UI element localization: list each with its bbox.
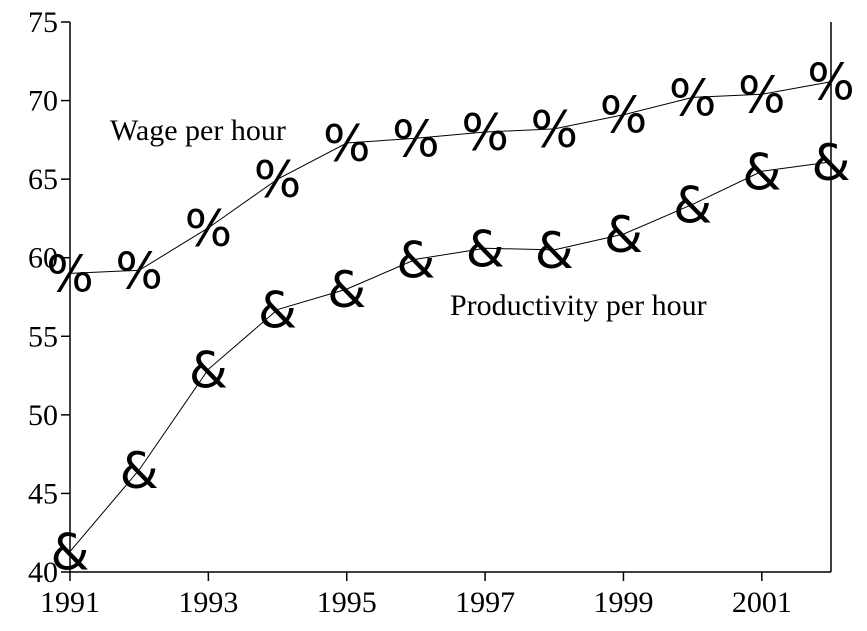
marker: % (531, 101, 579, 159)
x-tick-label: 1991 (40, 586, 100, 619)
x-tick-label: 2001 (732, 586, 792, 619)
marker: % (669, 69, 717, 127)
series-label: Wage per hour (110, 114, 286, 147)
y-tick-label: 45 (28, 477, 58, 510)
y-tick-label: 65 (28, 163, 58, 196)
series-line (69, 81, 832, 274)
marker: % (115, 242, 163, 300)
x-tick-label: 1997 (455, 586, 515, 619)
marker: & (535, 222, 574, 280)
marker: % (254, 151, 302, 209)
marker: % (600, 87, 648, 145)
marker: % (392, 110, 440, 168)
series-label: Productivity per hour (450, 289, 707, 322)
marker: & (742, 143, 781, 201)
marker: & (396, 231, 435, 289)
y-tick-label: 70 (28, 85, 58, 118)
series-line (69, 161, 832, 552)
y-tick-label: 40 (28, 556, 58, 589)
marker: % (461, 104, 509, 162)
x-tick-label: 1999 (593, 586, 653, 619)
y-tick-label: 60 (28, 242, 58, 275)
y-tick-label: 50 (28, 399, 58, 432)
marker: & (120, 442, 159, 500)
marker: % (738, 66, 786, 124)
marker: % (323, 115, 371, 173)
marker: & (604, 206, 643, 264)
marker: % (185, 200, 233, 258)
marker: & (466, 220, 505, 278)
marker: & (327, 261, 366, 319)
x-tick-label: 1995 (317, 586, 377, 619)
x-tick-label: 1993 (178, 586, 238, 619)
marker: & (51, 524, 90, 582)
marker: % (46, 245, 94, 303)
y-tick-label: 75 (28, 6, 58, 39)
marker: % (807, 54, 855, 112)
marker: & (258, 282, 297, 340)
marker: & (189, 341, 228, 399)
marker: & (673, 176, 712, 234)
y-tick-label: 55 (28, 320, 58, 353)
marker: & (812, 134, 851, 192)
